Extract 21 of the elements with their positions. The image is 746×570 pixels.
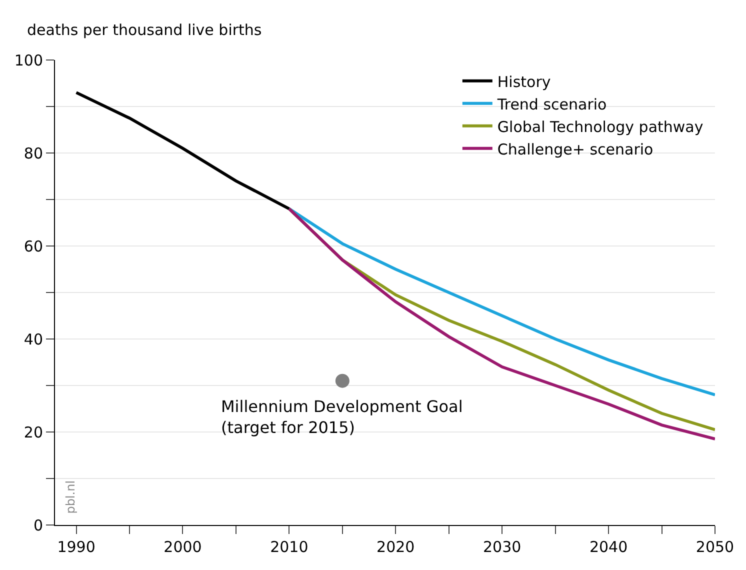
line-series xyxy=(74,91,291,210)
y-axis-title: deaths per thousand live births xyxy=(27,21,262,39)
legend-label: Global Technology pathway xyxy=(497,118,704,136)
x-tick-label: 2000 xyxy=(164,538,202,556)
x-tick-label: 2020 xyxy=(376,538,415,556)
x-tick-label: 2050 xyxy=(696,538,734,556)
y-tick-label: 20 xyxy=(24,423,43,442)
annotation: Millennium Development Goal (target for 2015) xyxy=(221,397,463,437)
y-tick-label: 0 xyxy=(33,516,43,534)
x-tick-label: 1990 xyxy=(57,538,96,556)
annotation: pbl.nl xyxy=(63,480,78,514)
y-tick-label: 80 xyxy=(24,144,43,162)
y-tick-label: 100 xyxy=(14,51,43,70)
x-tick-label: 2030 xyxy=(483,538,522,556)
y-tick-label: 60 xyxy=(24,237,43,256)
x-tick-label: 2040 xyxy=(589,538,628,556)
legend-label: History xyxy=(497,72,551,91)
x-tick-label: 2010 xyxy=(270,538,308,556)
legend-label: Challenge+ scenario xyxy=(497,140,654,158)
y-tick-label: 40 xyxy=(24,330,43,348)
legend-label: Trend scenario xyxy=(496,95,607,114)
